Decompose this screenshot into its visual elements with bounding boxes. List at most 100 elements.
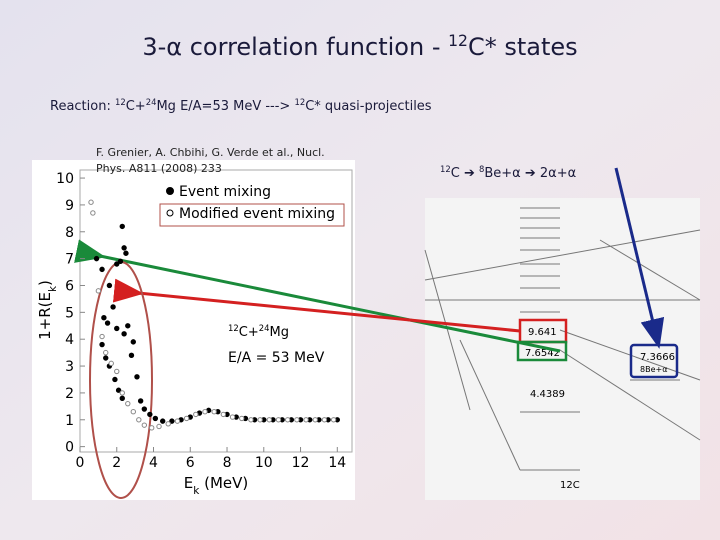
level-label: 9.641 — [528, 327, 557, 338]
x-tick-label: 12 — [292, 455, 310, 471]
plot-frame — [79, 169, 353, 453]
data-point — [114, 261, 120, 267]
data-point — [136, 417, 142, 423]
text-part: ) — [36, 280, 54, 286]
data-point — [312, 417, 318, 423]
data-point — [123, 250, 129, 256]
data-point — [121, 331, 127, 337]
data-point — [117, 258, 124, 265]
x-tick-label: 8 — [223, 455, 232, 471]
data-point — [165, 421, 171, 427]
y-tick-label: 10 — [56, 171, 74, 187]
text-part: 12 — [115, 97, 126, 107]
data-point — [156, 423, 162, 430]
data-point — [119, 390, 125, 396]
x-axis-label: Ek (MeV) — [184, 474, 248, 497]
data-point — [174, 418, 181, 424]
y-tick-label: 8 — [65, 225, 74, 241]
data-point — [121, 245, 127, 251]
text-part: (MeV) — [199, 474, 248, 492]
text-part: Be+α ➔ 2α+α — [484, 166, 576, 181]
data-point — [275, 417, 282, 423]
data-point — [202, 409, 208, 415]
annotation: E/A = 53 MeV — [228, 350, 325, 366]
data-point — [193, 411, 199, 418]
data-point — [103, 355, 109, 361]
text-part: 24 — [146, 97, 157, 107]
data-point — [147, 411, 153, 418]
data-point — [101, 315, 107, 321]
data-point — [257, 417, 263, 423]
data-point — [294, 417, 300, 423]
level-label: 12C — [560, 480, 580, 491]
data-point — [152, 415, 159, 422]
data-point — [220, 411, 227, 418]
text-part: 12 — [228, 323, 239, 333]
data-point — [93, 255, 100, 262]
decay-text: 12C ➔ 8Be+α ➔ 2α+α — [440, 164, 576, 181]
data-point — [183, 415, 190, 422]
data-point — [130, 339, 136, 345]
reference: Phys. A811 (2008) 233 — [96, 162, 222, 175]
slide-title: 3-α correlation function - 12C* states — [142, 32, 577, 61]
plot-image — [32, 160, 355, 500]
data-point — [119, 395, 125, 401]
data-point — [108, 360, 114, 367]
x-tick-label: 10 — [255, 455, 273, 471]
reference: F. Grenier, A. Chbihi, G. Verde et al., … — [96, 146, 325, 159]
y-tick-label: 2 — [65, 386, 74, 402]
legend-label: Modified event mixing — [179, 206, 335, 222]
text-part: k — [47, 285, 59, 292]
data-point — [104, 320, 111, 326]
level-label: 7.6542 — [525, 348, 560, 359]
annotation: 12C+24Mg — [228, 323, 289, 340]
x-tick-label: 0 — [76, 455, 85, 471]
text-part: C ➔ — [451, 166, 479, 181]
data-point — [125, 323, 131, 329]
data-point — [134, 374, 140, 380]
data-point — [229, 414, 236, 420]
legend-marker — [166, 209, 174, 217]
level-diagram — [424, 198, 701, 500]
data-point — [148, 425, 155, 431]
data-point — [141, 406, 148, 412]
data-point — [114, 368, 120, 375]
data-point — [169, 418, 175, 424]
y-tick-label: 4 — [65, 332, 74, 348]
data-point — [303, 417, 309, 423]
data-point — [99, 341, 105, 348]
x-tick-label: 6 — [186, 455, 195, 471]
reaction-text: Reaction: 12C+24Mg E/A=53 MeV ---> 12C* … — [50, 97, 432, 114]
x-tick-label: 14 — [328, 455, 346, 471]
data-point — [266, 417, 272, 423]
legend-box — [159, 203, 345, 227]
data-point — [106, 282, 113, 289]
text-part: 3-α correlation function - — [142, 33, 448, 61]
data-point — [321, 417, 328, 423]
text-part: Reaction: — [50, 99, 115, 114]
red-arrow — [112, 278, 521, 333]
data-point — [119, 223, 125, 230]
text-part: Mg — [269, 325, 288, 340]
text-part: 12 — [294, 97, 305, 107]
text-part: 12 — [448, 32, 468, 50]
text-part: 12 — [440, 164, 451, 174]
text-part: C+ — [239, 325, 259, 340]
y-tick-label: 0 — [65, 440, 74, 456]
data-point — [160, 418, 166, 424]
data-point — [99, 333, 105, 340]
text-part: C* quasi-projectiles — [305, 99, 432, 114]
data-point — [103, 349, 109, 356]
data-point — [110, 304, 116, 310]
x-tick-label: 4 — [149, 455, 158, 471]
data-point — [125, 400, 131, 407]
y-tick-label: 3 — [65, 359, 74, 375]
level-label: 4.4389 — [530, 389, 565, 400]
y-tick-label: 9 — [65, 198, 74, 214]
text-part: E — [184, 474, 193, 492]
data-point — [137, 398, 144, 404]
data-point — [95, 288, 102, 294]
data-point — [141, 422, 148, 428]
y-tick-label: 6 — [65, 278, 74, 294]
